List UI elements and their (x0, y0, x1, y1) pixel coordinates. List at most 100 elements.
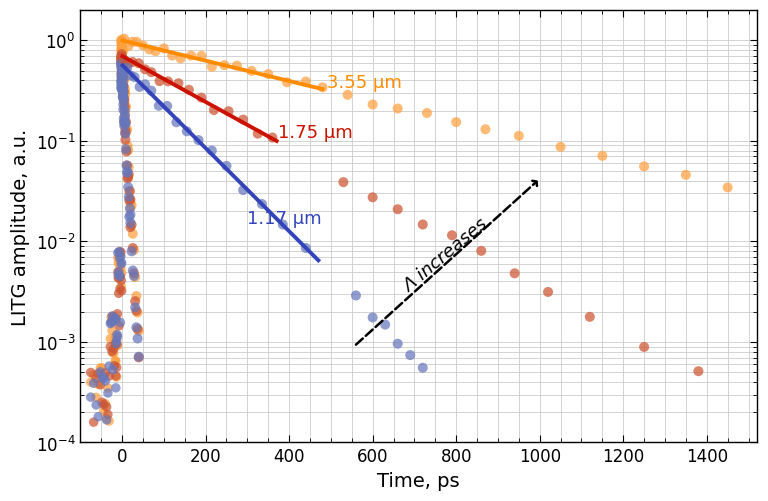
Point (246, 68, 258, 76)
Point (118, 118, 130, 126)
Point (118, 77, 130, 85)
Point (116, 69, 128, 77)
Point (192, 137, 204, 145)
Point (596, 152, 608, 160)
Point (116, 61, 128, 69)
Point (99, 377, 111, 385)
Point (117, 86, 129, 94)
Point (366, 101, 379, 109)
Point (101, 411, 114, 419)
Point (121, 65, 133, 73)
Point (123, 171, 135, 179)
Point (116, 77, 128, 85)
Point (110, 315, 122, 323)
Point (118, 94, 130, 102)
Point (94, 368, 107, 376)
Text: Λ increases: Λ increases (400, 215, 491, 296)
Point (111, 340, 123, 348)
Point (117, 83, 129, 91)
Point (94, 364, 107, 372)
Point (92, 413, 104, 421)
Point (109, 340, 121, 348)
Point (392, 105, 404, 113)
Point (111, 255, 124, 263)
Point (106, 327, 118, 335)
Point (115, 75, 127, 83)
Point (117, 73, 129, 81)
Point (117, 85, 129, 93)
Point (115, 53, 127, 61)
Point (115, 269, 127, 277)
Point (450, 119, 462, 127)
Point (416, 221, 429, 229)
Point (99, 369, 111, 377)
Point (104, 343, 117, 351)
Point (119, 91, 131, 99)
Point (113, 254, 125, 262)
Point (115, 277, 127, 285)
Point (116, 78, 128, 86)
Point (114, 285, 126, 293)
Point (554, 144, 567, 152)
Point (121, 148, 133, 156)
Point (118, 86, 131, 94)
Point (120, 103, 132, 111)
Point (123, 188, 135, 196)
Point (131, 335, 144, 343)
Point (115, 260, 127, 268)
Point (252, 130, 264, 138)
Point (116, 59, 128, 67)
Point (117, 61, 129, 69)
Point (115, 283, 127, 291)
Point (94, 381, 107, 389)
Point (195, 94, 207, 102)
Point (111, 336, 123, 344)
Point (111, 310, 124, 318)
Point (113, 290, 125, 298)
Point (107, 313, 119, 321)
Point (123, 193, 135, 201)
Point (542, 289, 554, 297)
Point (124, 199, 137, 207)
Point (119, 112, 131, 120)
Point (124, 72, 137, 80)
Point (115, 37, 127, 45)
Point (237, 116, 250, 124)
Point (116, 75, 128, 83)
Point (115, 56, 127, 64)
Point (172, 80, 184, 88)
Point (117, 60, 129, 68)
Point (96, 398, 108, 406)
Point (116, 68, 128, 76)
Point (125, 221, 137, 229)
Point (103, 417, 115, 425)
Point (127, 39, 139, 47)
Point (121, 162, 133, 170)
Point (112, 272, 124, 280)
Point (237, 187, 250, 195)
Point (195, 53, 207, 61)
Point (115, 38, 127, 46)
Point (115, 61, 127, 69)
Point (98, 407, 110, 415)
Point (115, 63, 127, 71)
Point (133, 327, 145, 335)
Point (157, 45, 170, 53)
Point (105, 314, 118, 322)
Point (118, 108, 131, 116)
Point (115, 60, 127, 68)
Point (116, 68, 128, 76)
Point (122, 43, 134, 51)
Point (107, 366, 119, 374)
Point (446, 232, 458, 240)
Point (116, 57, 128, 65)
Point (101, 384, 114, 392)
Point (115, 47, 127, 55)
Point (118, 77, 130, 85)
Point (108, 345, 120, 353)
Point (122, 173, 134, 181)
Point (115, 54, 127, 62)
Point (115, 41, 127, 49)
X-axis label: Time, ps: Time, ps (377, 471, 460, 490)
Point (276, 221, 289, 229)
